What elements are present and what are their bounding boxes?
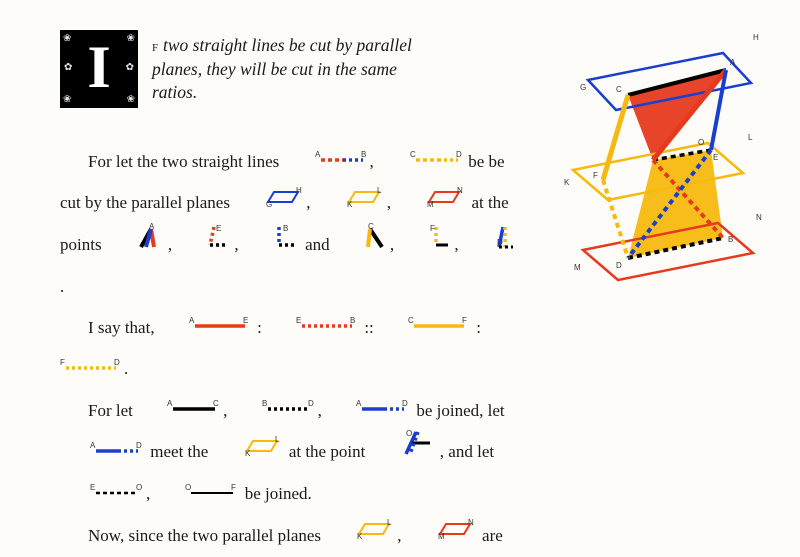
seg-cf-icon: CF [380, 306, 470, 347]
seg-fd-icon: FD [32, 348, 122, 389]
svg-text:A: A [90, 442, 96, 450]
svg-text:E: E [713, 153, 718, 162]
plane-mn2-icon: MN [408, 514, 476, 555]
plane-gh-icon: GH [236, 182, 304, 223]
svg-text:L: L [377, 187, 382, 195]
svg-text:F: F [60, 359, 65, 367]
svg-text:D: D [402, 400, 408, 408]
svg-text:N: N [468, 519, 474, 527]
line-cd-icon: CD [380, 141, 462, 182]
line-ab-icon: AB [285, 141, 367, 182]
point-b-icon: B [245, 223, 299, 265]
svg-text:F: F [593, 171, 598, 180]
svg-text:E: E [243, 317, 248, 325]
svg-text:D: D [497, 238, 503, 247]
plane-kl-icon: KL [317, 182, 385, 223]
seg-ae-icon: AE [161, 306, 251, 347]
svg-text:M: M [427, 200, 434, 207]
svg-text:B: B [262, 400, 267, 408]
svg-text:F: F [231, 484, 236, 492]
svg-text:E: E [216, 224, 221, 233]
svg-text:C: C [410, 150, 416, 159]
svg-text:A: A [189, 317, 195, 325]
svg-text:D: D [136, 442, 142, 450]
svg-text:G: G [266, 200, 272, 207]
svg-text:C: C [616, 85, 622, 94]
svg-text:H: H [296, 187, 302, 195]
point-a-icon: A [108, 223, 166, 265]
dropcap-letter: I [87, 33, 110, 102]
dropcap: ❀ ❀ ❀ ❀ ✿ ✿ I [60, 30, 138, 108]
svg-text:B: B [361, 150, 366, 159]
plane-kl2-icon: KL [215, 431, 283, 472]
svg-text:F: F [430, 224, 435, 233]
svg-text:D: D [308, 400, 314, 408]
svg-text:M: M [574, 263, 581, 272]
seg-ad-icon: AD [328, 389, 410, 430]
svg-text:A: A [730, 58, 736, 67]
seg-ad2-icon: AD [62, 431, 144, 472]
seg-eo-icon: EO [62, 473, 144, 514]
point-e-icon: E [178, 223, 232, 265]
svg-text:B: B [283, 224, 288, 233]
seg-eb-icon: EB [268, 306, 358, 347]
svg-text:A: A [356, 400, 362, 408]
proof-body: For let the two straight lines AB , CD b… [60, 114, 520, 557]
plane-kl3-icon: KL [327, 514, 395, 555]
svg-text:C: C [213, 400, 219, 408]
svg-text:O: O [406, 430, 412, 438]
svg-text:C: C [408, 317, 414, 325]
svg-text:K: K [347, 200, 353, 207]
point-d-icon: D [465, 223, 517, 265]
svg-text:L: L [275, 436, 280, 444]
svg-text:D: D [456, 150, 462, 159]
point-c-icon: C [336, 223, 388, 265]
svg-text:F: F [462, 317, 467, 325]
svg-text:L: L [387, 519, 392, 527]
plane-mn-icon: MN [397, 182, 465, 223]
svg-text:E: E [90, 484, 95, 492]
svg-text:H: H [753, 33, 759, 42]
svg-text:O: O [136, 484, 142, 492]
svg-text:E: E [296, 317, 301, 325]
svg-text:L: L [748, 133, 753, 142]
seg-bd-icon: BD [234, 389, 316, 430]
svg-text:G: G [580, 83, 586, 92]
svg-text:A: A [315, 150, 321, 159]
svg-text:M: M [438, 532, 445, 539]
svg-text:B: B [728, 235, 733, 244]
svg-text:D: D [616, 261, 622, 270]
svg-text:B: B [350, 317, 355, 325]
main-diagram: H A C G L E O F K N B D M [558, 20, 768, 280]
svg-text:N: N [457, 187, 463, 195]
svg-text:N: N [756, 213, 762, 222]
svg-text:O: O [698, 138, 704, 147]
svg-text:K: K [245, 449, 251, 456]
svg-text:K: K [564, 178, 570, 187]
seg-ac-icon: AC [139, 389, 221, 430]
svg-text:D: D [114, 359, 120, 367]
point-f-icon: F [400, 223, 452, 265]
svg-text:K: K [357, 532, 363, 539]
svg-text:O: O [185, 484, 191, 492]
point-o-icon: O [372, 430, 434, 472]
svg-text:A: A [167, 400, 173, 408]
seg-of-icon: OF [157, 473, 239, 514]
